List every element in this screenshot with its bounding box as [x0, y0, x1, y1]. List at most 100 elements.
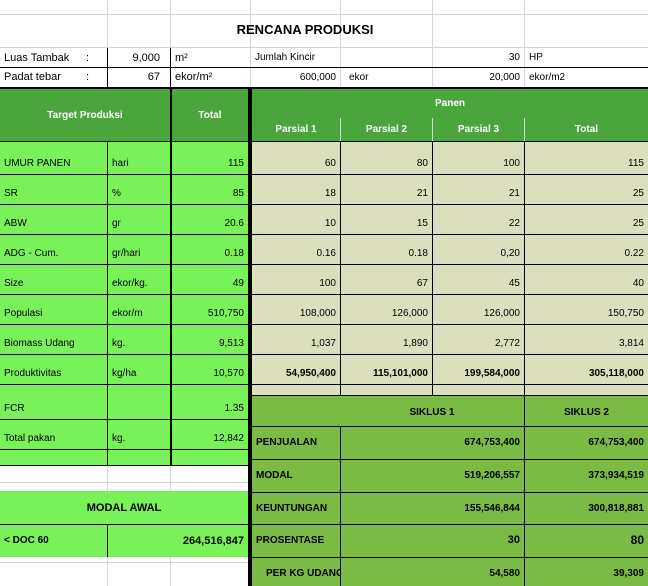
- row-parsial-1[interactable]: 100: [319, 278, 336, 289]
- row-label: ABW: [4, 218, 27, 229]
- luas-tambak-label: Luas Tambak: [4, 51, 70, 64]
- row-parsial-1[interactable]: 54,950,400: [285, 368, 336, 379]
- row-parsial-2[interactable]: 126,000: [391, 308, 428, 319]
- row-panen-total[interactable]: 0.22: [624, 248, 644, 259]
- row-label: Size: [4, 278, 24, 289]
- row-label: SR: [4, 188, 18, 199]
- jumlah-kincir-unit: HP: [529, 52, 543, 63]
- row-panen-total[interactable]: 115: [628, 158, 644, 169]
- colon: :: [86, 71, 90, 83]
- header-panen: Panen: [252, 89, 648, 118]
- row-label: Total pakan: [4, 433, 56, 444]
- row-parsial-2[interactable]: 67: [416, 278, 428, 289]
- row-panen-total[interactable]: 3,814: [618, 338, 644, 349]
- row-parsial-3[interactable]: 100: [503, 158, 520, 169]
- row-total[interactable]: 115: [228, 158, 244, 169]
- padat-tebar-total-unit: ekor: [349, 71, 369, 83]
- row-unit: gr/hari: [112, 248, 141, 259]
- padat-tebar-total[interactable]: 600,000: [299, 71, 336, 83]
- luas-tambak-unit: m²: [175, 51, 188, 64]
- row-panen-total[interactable]: 150,750: [607, 308, 644, 319]
- row-total[interactable]: 9,513: [218, 338, 244, 349]
- jumlah-kincir-label: Jumlah Kincir: [255, 52, 316, 63]
- padat-tebar-label: Padat tebar: [4, 71, 61, 83]
- row-unit: ekor/kg.: [112, 278, 148, 289]
- row-unit: hari: [112, 158, 129, 169]
- luas-tambak-value[interactable]: 9,000: [132, 51, 160, 64]
- row-parsial-3[interactable]: 22: [508, 218, 520, 229]
- padat-tebar-unit: ekor/m²: [175, 71, 213, 83]
- row-total[interactable]: 12,842: [213, 433, 244, 444]
- row-parsial-1[interactable]: 18: [324, 188, 336, 199]
- padat-tebar-value[interactable]: 67: [147, 71, 160, 83]
- row-total[interactable]: 1.35: [224, 403, 244, 414]
- row-parsial-1[interactable]: 10: [324, 218, 336, 229]
- finance-label: KEUNTUNGAN: [256, 502, 328, 514]
- row-label: Populasi: [4, 308, 43, 319]
- row-panen-total[interactable]: 305,118,000: [588, 368, 644, 379]
- modal-awal-label: < DOC 60: [4, 535, 49, 546]
- row-label: Biomass Udang: [4, 338, 75, 349]
- finance-siklus-2[interactable]: 80: [630, 533, 644, 547]
- finance-label: PENJUALAN: [256, 436, 318, 448]
- row-parsial-3[interactable]: 199,584,000: [464, 368, 520, 379]
- finance-label: MODAL: [256, 469, 293, 481]
- header-parsial-1: Parsial 1: [252, 118, 340, 141]
- row-parsial-1[interactable]: 60: [324, 158, 336, 169]
- row-parsial-3[interactable]: 126,000: [483, 308, 520, 319]
- header-total: Total: [172, 89, 248, 141]
- siklus-2-header: SIKLUS 2: [563, 406, 609, 418]
- row-panen-total[interactable]: 25: [632, 188, 644, 199]
- finance-siklus-2[interactable]: 39,309: [613, 567, 644, 579]
- modal-awal-value[interactable]: 264,516,847: [182, 534, 244, 547]
- row-total[interactable]: 85: [232, 188, 244, 199]
- row-parsial-2[interactable]: 1,890: [402, 338, 428, 349]
- row-total[interactable]: 49: [232, 278, 244, 289]
- row-unit: kg.: [112, 433, 126, 444]
- row-label: ADG - Cum.: [4, 248, 59, 259]
- finance-siklus-2[interactable]: 373,934,519: [588, 469, 644, 481]
- row-parsial-2[interactable]: 115,101,000: [372, 368, 428, 379]
- finance-siklus-1[interactable]: 30: [507, 534, 520, 546]
- finance-siklus-1[interactable]: 519,206,557: [464, 469, 520, 481]
- row-parsial-3[interactable]: 0,20: [500, 248, 520, 259]
- row-parsial-1[interactable]: 108,000: [299, 308, 336, 319]
- density-value[interactable]: 20,000: [489, 71, 520, 83]
- finance-siklus-2[interactable]: 300,818,881: [588, 502, 644, 514]
- finance-siklus-1[interactable]: 54,580: [489, 567, 520, 579]
- row-unit: kg/ha: [112, 368, 137, 379]
- row-parsial-1[interactable]: 1,037: [310, 338, 336, 349]
- modal-awal-title: MODAL AWAL: [86, 501, 162, 514]
- row-parsial-3[interactable]: 45: [508, 278, 520, 289]
- siklus-1-header: SIKLUS 1: [409, 406, 455, 418]
- row-unit: %: [112, 188, 121, 199]
- jumlah-kincir-value[interactable]: 30: [508, 52, 520, 63]
- finance-siklus-2[interactable]: 674,753,400: [588, 436, 644, 448]
- row-total[interactable]: 10,570: [213, 368, 244, 379]
- row-parsial-3[interactable]: 21: [508, 188, 520, 199]
- page-title: RENCANA PRODUKSI: [236, 21, 374, 37]
- row-panen-total[interactable]: 40: [632, 278, 644, 289]
- row-parsial-3[interactable]: 2,772: [494, 338, 520, 349]
- row-parsial-2[interactable]: 80: [416, 158, 428, 169]
- row-parsial-1[interactable]: 0.16: [316, 248, 336, 259]
- row-unit: gr: [112, 218, 121, 229]
- header-target-produksi: Target Produksi: [0, 89, 170, 141]
- row-total[interactable]: 0.18: [224, 248, 244, 259]
- header-parsial-3: Parsial 3: [433, 118, 524, 141]
- row-total[interactable]: 20.6: [224, 218, 244, 229]
- row-unit: kg.: [112, 338, 126, 349]
- finance-siklus-1[interactable]: 155,546,844: [464, 502, 520, 514]
- row-parsial-2[interactable]: 0.18: [408, 248, 428, 259]
- row-total[interactable]: 510,750: [207, 308, 244, 319]
- density-unit: ekor/m2: [529, 71, 566, 83]
- header-total-panen: Total: [525, 118, 648, 141]
- finance-label: PROSENTASE: [256, 534, 325, 546]
- row-label: Produktivitas: [4, 368, 62, 379]
- row-parsial-2[interactable]: 15: [416, 218, 428, 229]
- row-panen-total[interactable]: 25: [632, 218, 644, 229]
- row-unit: [108, 390, 170, 420]
- finance-siklus-1[interactable]: 674,753,400: [464, 436, 520, 448]
- row-parsial-2[interactable]: 21: [416, 188, 428, 199]
